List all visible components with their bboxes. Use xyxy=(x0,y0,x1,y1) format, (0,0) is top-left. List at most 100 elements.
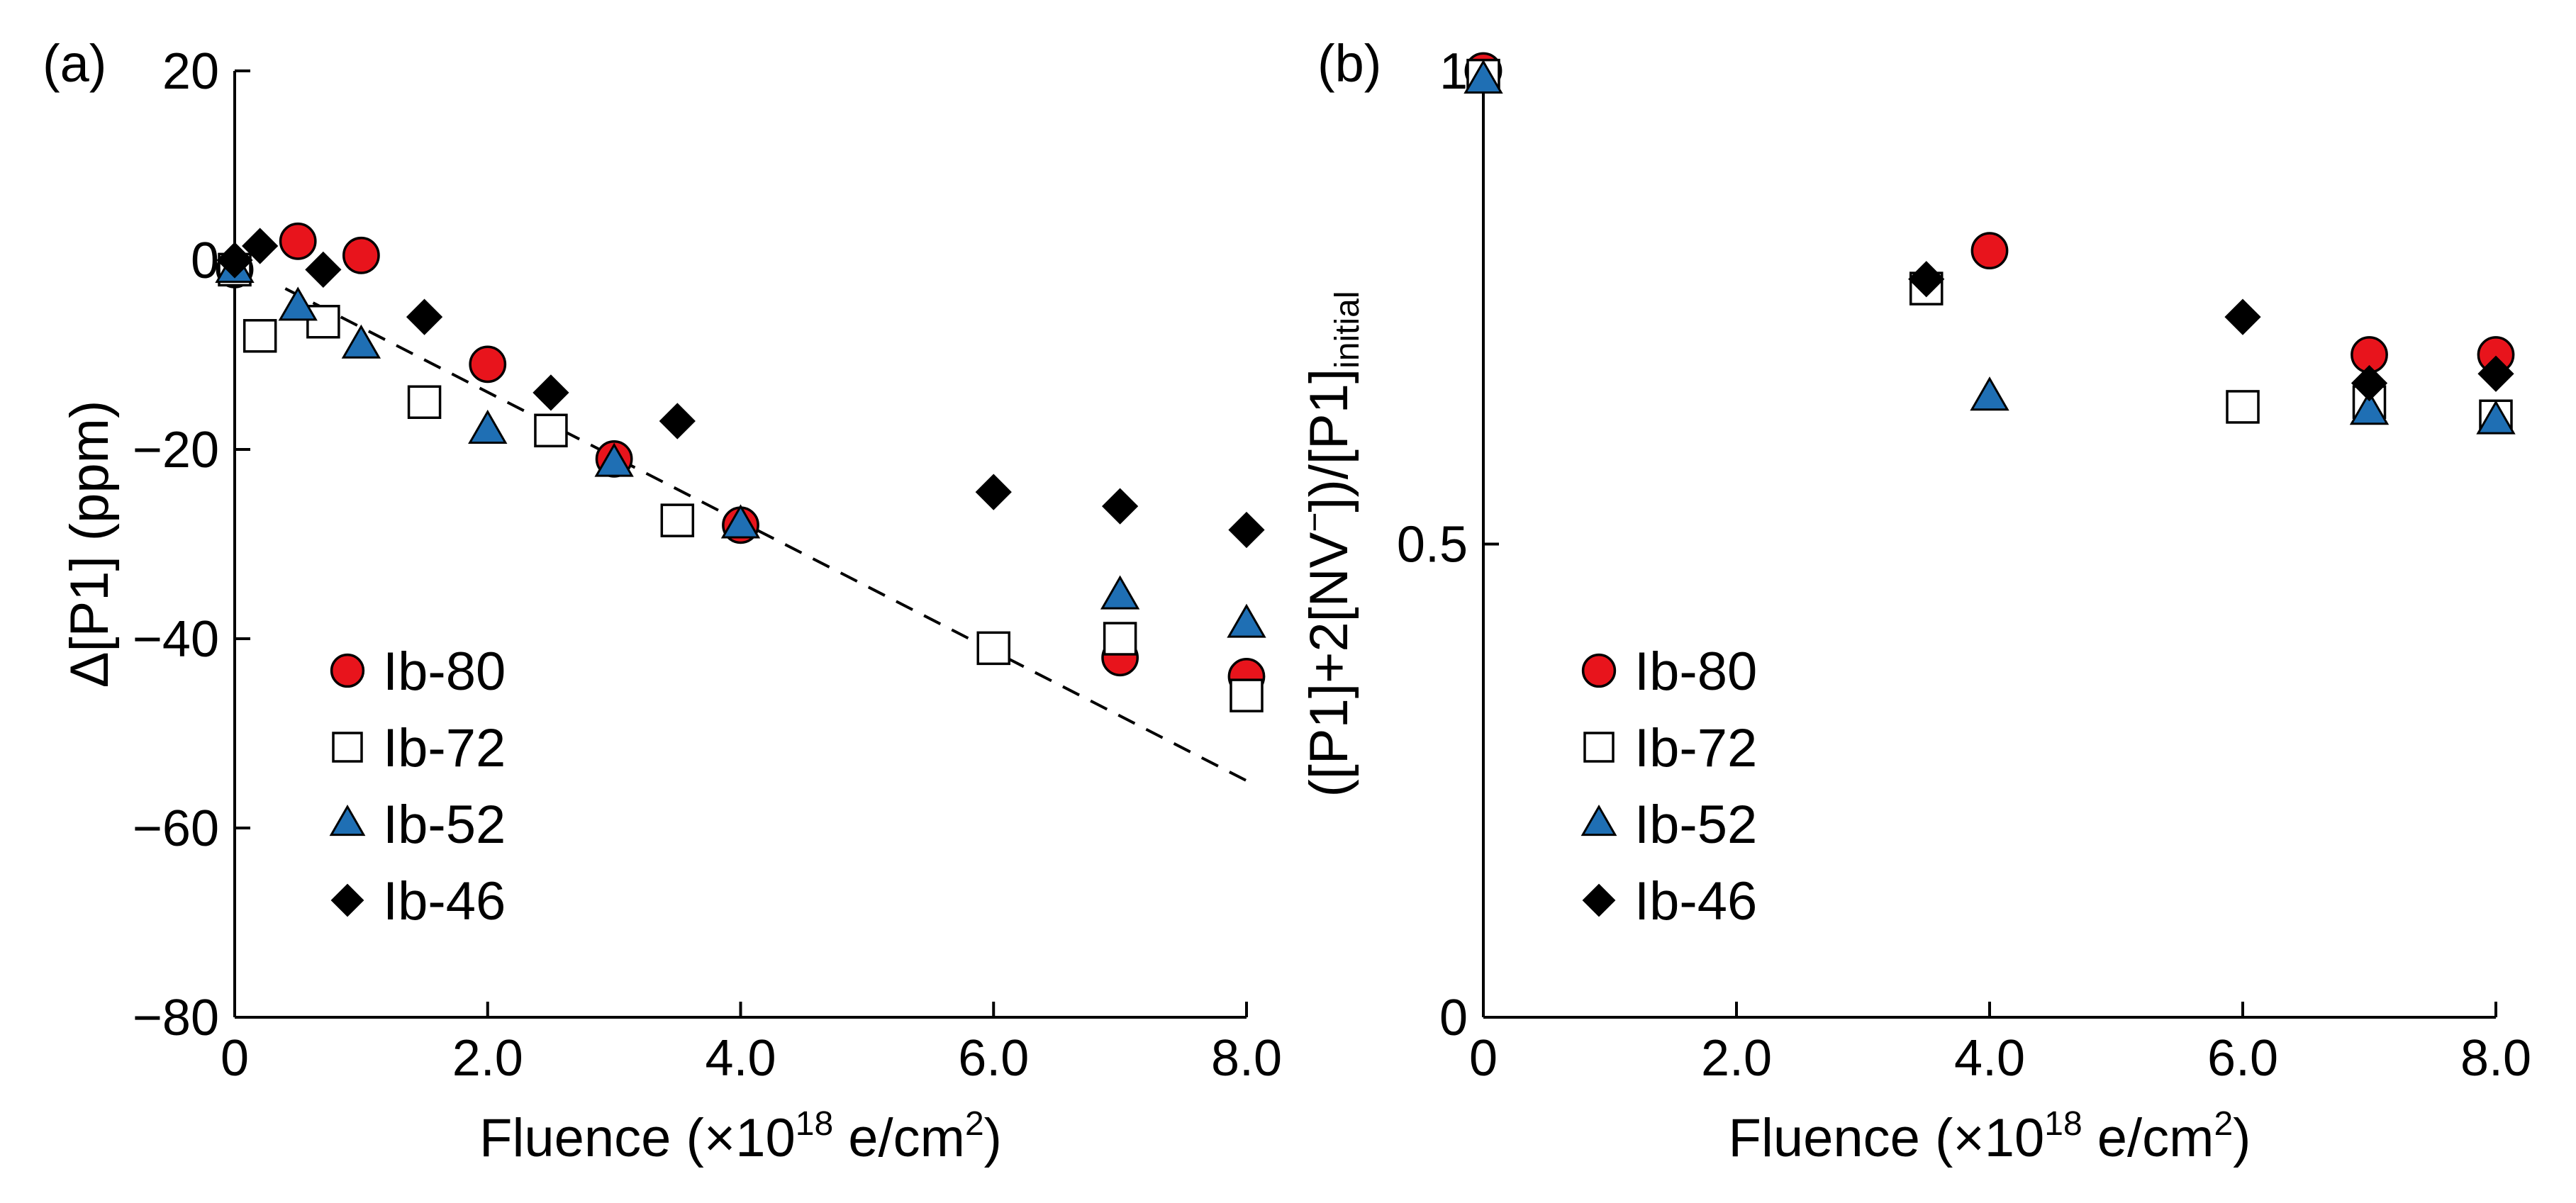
legend: Ib-80 Ib-72 Ib-52 Ib-46 xyxy=(329,642,506,931)
y-tick-label: −20 xyxy=(133,422,219,479)
x-axis-title-unit: e/cm xyxy=(833,1108,965,1168)
series-ib-52 xyxy=(215,248,1266,638)
series-ib-80 xyxy=(1464,52,2515,374)
data-point xyxy=(2351,364,2388,402)
y-axis-title-subscript: initial xyxy=(1329,291,1366,369)
data-point xyxy=(341,324,381,359)
legend-label: Ib-72 xyxy=(383,718,506,778)
legend-marker xyxy=(329,804,366,836)
data-point xyxy=(2477,355,2514,392)
x-tick-label: 4.0 xyxy=(1954,1030,2025,1087)
data-point xyxy=(305,251,342,288)
legend-marker xyxy=(330,883,364,917)
y-axis-title-mid: ])/[P1] xyxy=(1299,369,1359,513)
data-point xyxy=(2349,391,2390,425)
panel-label: (a) xyxy=(43,34,106,93)
data-point xyxy=(407,385,442,419)
data-point xyxy=(594,442,634,477)
y-tick-label: 1 xyxy=(1439,43,1468,100)
data-point xyxy=(306,305,340,339)
legend-marker xyxy=(1580,804,1617,836)
data-point xyxy=(720,504,761,539)
y-tick-label: −60 xyxy=(133,800,219,857)
y-tick-label: 0 xyxy=(1439,990,1468,1046)
data-point xyxy=(1103,622,1137,656)
y-axis-title-superscript: − xyxy=(1296,513,1334,532)
data-point xyxy=(342,236,380,274)
data-point xyxy=(2476,400,2516,435)
data-point xyxy=(468,409,508,444)
legend-marker xyxy=(1581,653,1617,688)
data-point xyxy=(533,374,569,411)
data-point xyxy=(1227,603,1266,638)
x-tick-label: 0 xyxy=(221,1030,249,1087)
x-axis-title-text: Fluence (×10 xyxy=(1729,1108,2045,1168)
x-axis-title-text: Fluence (×10 xyxy=(479,1108,796,1168)
legend-label: Ib-46 xyxy=(1634,871,1757,931)
data-point xyxy=(1102,488,1139,525)
data-point xyxy=(279,222,317,260)
x-axis-title-unit-exponent: 2 xyxy=(965,1105,984,1143)
legend-marker xyxy=(1582,883,1616,917)
data-point xyxy=(660,503,695,537)
x-axis-title-exponent: 18 xyxy=(2044,1105,2082,1143)
x-tick-label: 2.0 xyxy=(1701,1030,1772,1087)
legend-marker xyxy=(332,732,363,763)
data-point xyxy=(1230,678,1264,712)
x-tick-label: 4.0 xyxy=(705,1030,776,1087)
x-axis-title-suffix: ) xyxy=(2233,1108,2251,1168)
x-axis-title: Fluence (×1018 e/cm2) xyxy=(479,1105,1002,1168)
x-axis-title-unit-exponent: 2 xyxy=(2214,1105,2233,1143)
x-tick-label: 8.0 xyxy=(1211,1030,1282,1087)
legend-label: Ib-80 xyxy=(383,642,506,702)
x-axis-title: Fluence (×1018 e/cm2) xyxy=(1729,1105,2251,1168)
legend-marker xyxy=(330,653,365,688)
y-tick-label: 20 xyxy=(162,43,219,100)
data-point xyxy=(242,228,279,264)
data-point xyxy=(976,631,1010,666)
panel-a: 0 2.0 4.0 6.0 8.0 20 0 −20 −40 −60 −80 (a) Fluence (… xyxy=(43,34,1282,1168)
x-tick-label: 0 xyxy=(1469,1030,1498,1087)
legend-marker xyxy=(1583,732,1615,763)
data-point xyxy=(1228,511,1265,549)
y-tick-label: 0.5 xyxy=(1397,517,1468,573)
legend: Ib-80 Ib-72 Ib-52 Ib-46 xyxy=(1580,642,1757,931)
legend-label: Ib-52 xyxy=(383,795,506,855)
y-tick-label: 0 xyxy=(191,233,219,289)
data-point xyxy=(406,298,443,335)
data-point xyxy=(1463,59,1503,94)
x-axis-title-exponent: 18 xyxy=(796,1105,833,1143)
legend-label: Ib-46 xyxy=(383,871,506,931)
data-point xyxy=(1970,376,2009,411)
data-point xyxy=(469,345,507,384)
series-ib-72 xyxy=(218,252,1264,712)
y-tick-label: −80 xyxy=(133,990,219,1046)
x-tick-label: 8.0 xyxy=(2460,1030,2531,1087)
data-point xyxy=(2224,298,2261,335)
data-point xyxy=(278,286,318,321)
x-tick-label: 6.0 xyxy=(958,1030,1029,1087)
legend-label: Ib-80 xyxy=(1634,642,1757,702)
data-point xyxy=(1908,261,1945,298)
data-point xyxy=(534,413,568,448)
y-tick-label: −40 xyxy=(133,611,219,668)
x-axis-title-suffix: ) xyxy=(984,1108,1002,1168)
series-ib-52 xyxy=(1463,59,2516,435)
series-ib-46 xyxy=(1908,261,2514,402)
fit-line xyxy=(284,287,1247,783)
data-point xyxy=(242,319,277,353)
data-point xyxy=(659,403,696,440)
x-tick-label: 2.0 xyxy=(452,1030,523,1087)
y-axis-title: Δ[P1] (ppm) xyxy=(60,401,120,688)
x-tick-label: 6.0 xyxy=(2207,1030,2278,1087)
y-axis-title-text: ([P1]+2[NV xyxy=(1299,532,1359,797)
panel-label: (b) xyxy=(1317,34,1381,93)
y-axis-title: ([P1]+2[NV−])/[P1]initial xyxy=(1296,291,1366,798)
panel-b: 0 2.0 4.0 6.0 8.0 1 0.5 0 (b) Fluence (×1018 e/cm… xyxy=(1296,34,2531,1168)
x-axis-title-unit: e/cm xyxy=(2082,1108,2214,1168)
data-point xyxy=(975,474,1012,510)
data-point xyxy=(2226,390,2260,424)
data-point xyxy=(216,242,253,279)
data-point xyxy=(1100,575,1140,610)
